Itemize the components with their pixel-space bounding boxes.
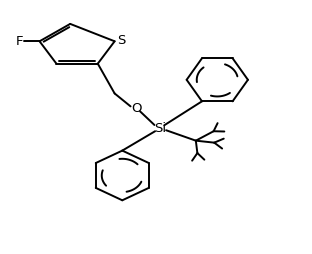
Text: O: O xyxy=(131,102,141,115)
Text: Si: Si xyxy=(154,122,167,135)
Text: F: F xyxy=(16,35,23,48)
Text: S: S xyxy=(117,34,125,46)
